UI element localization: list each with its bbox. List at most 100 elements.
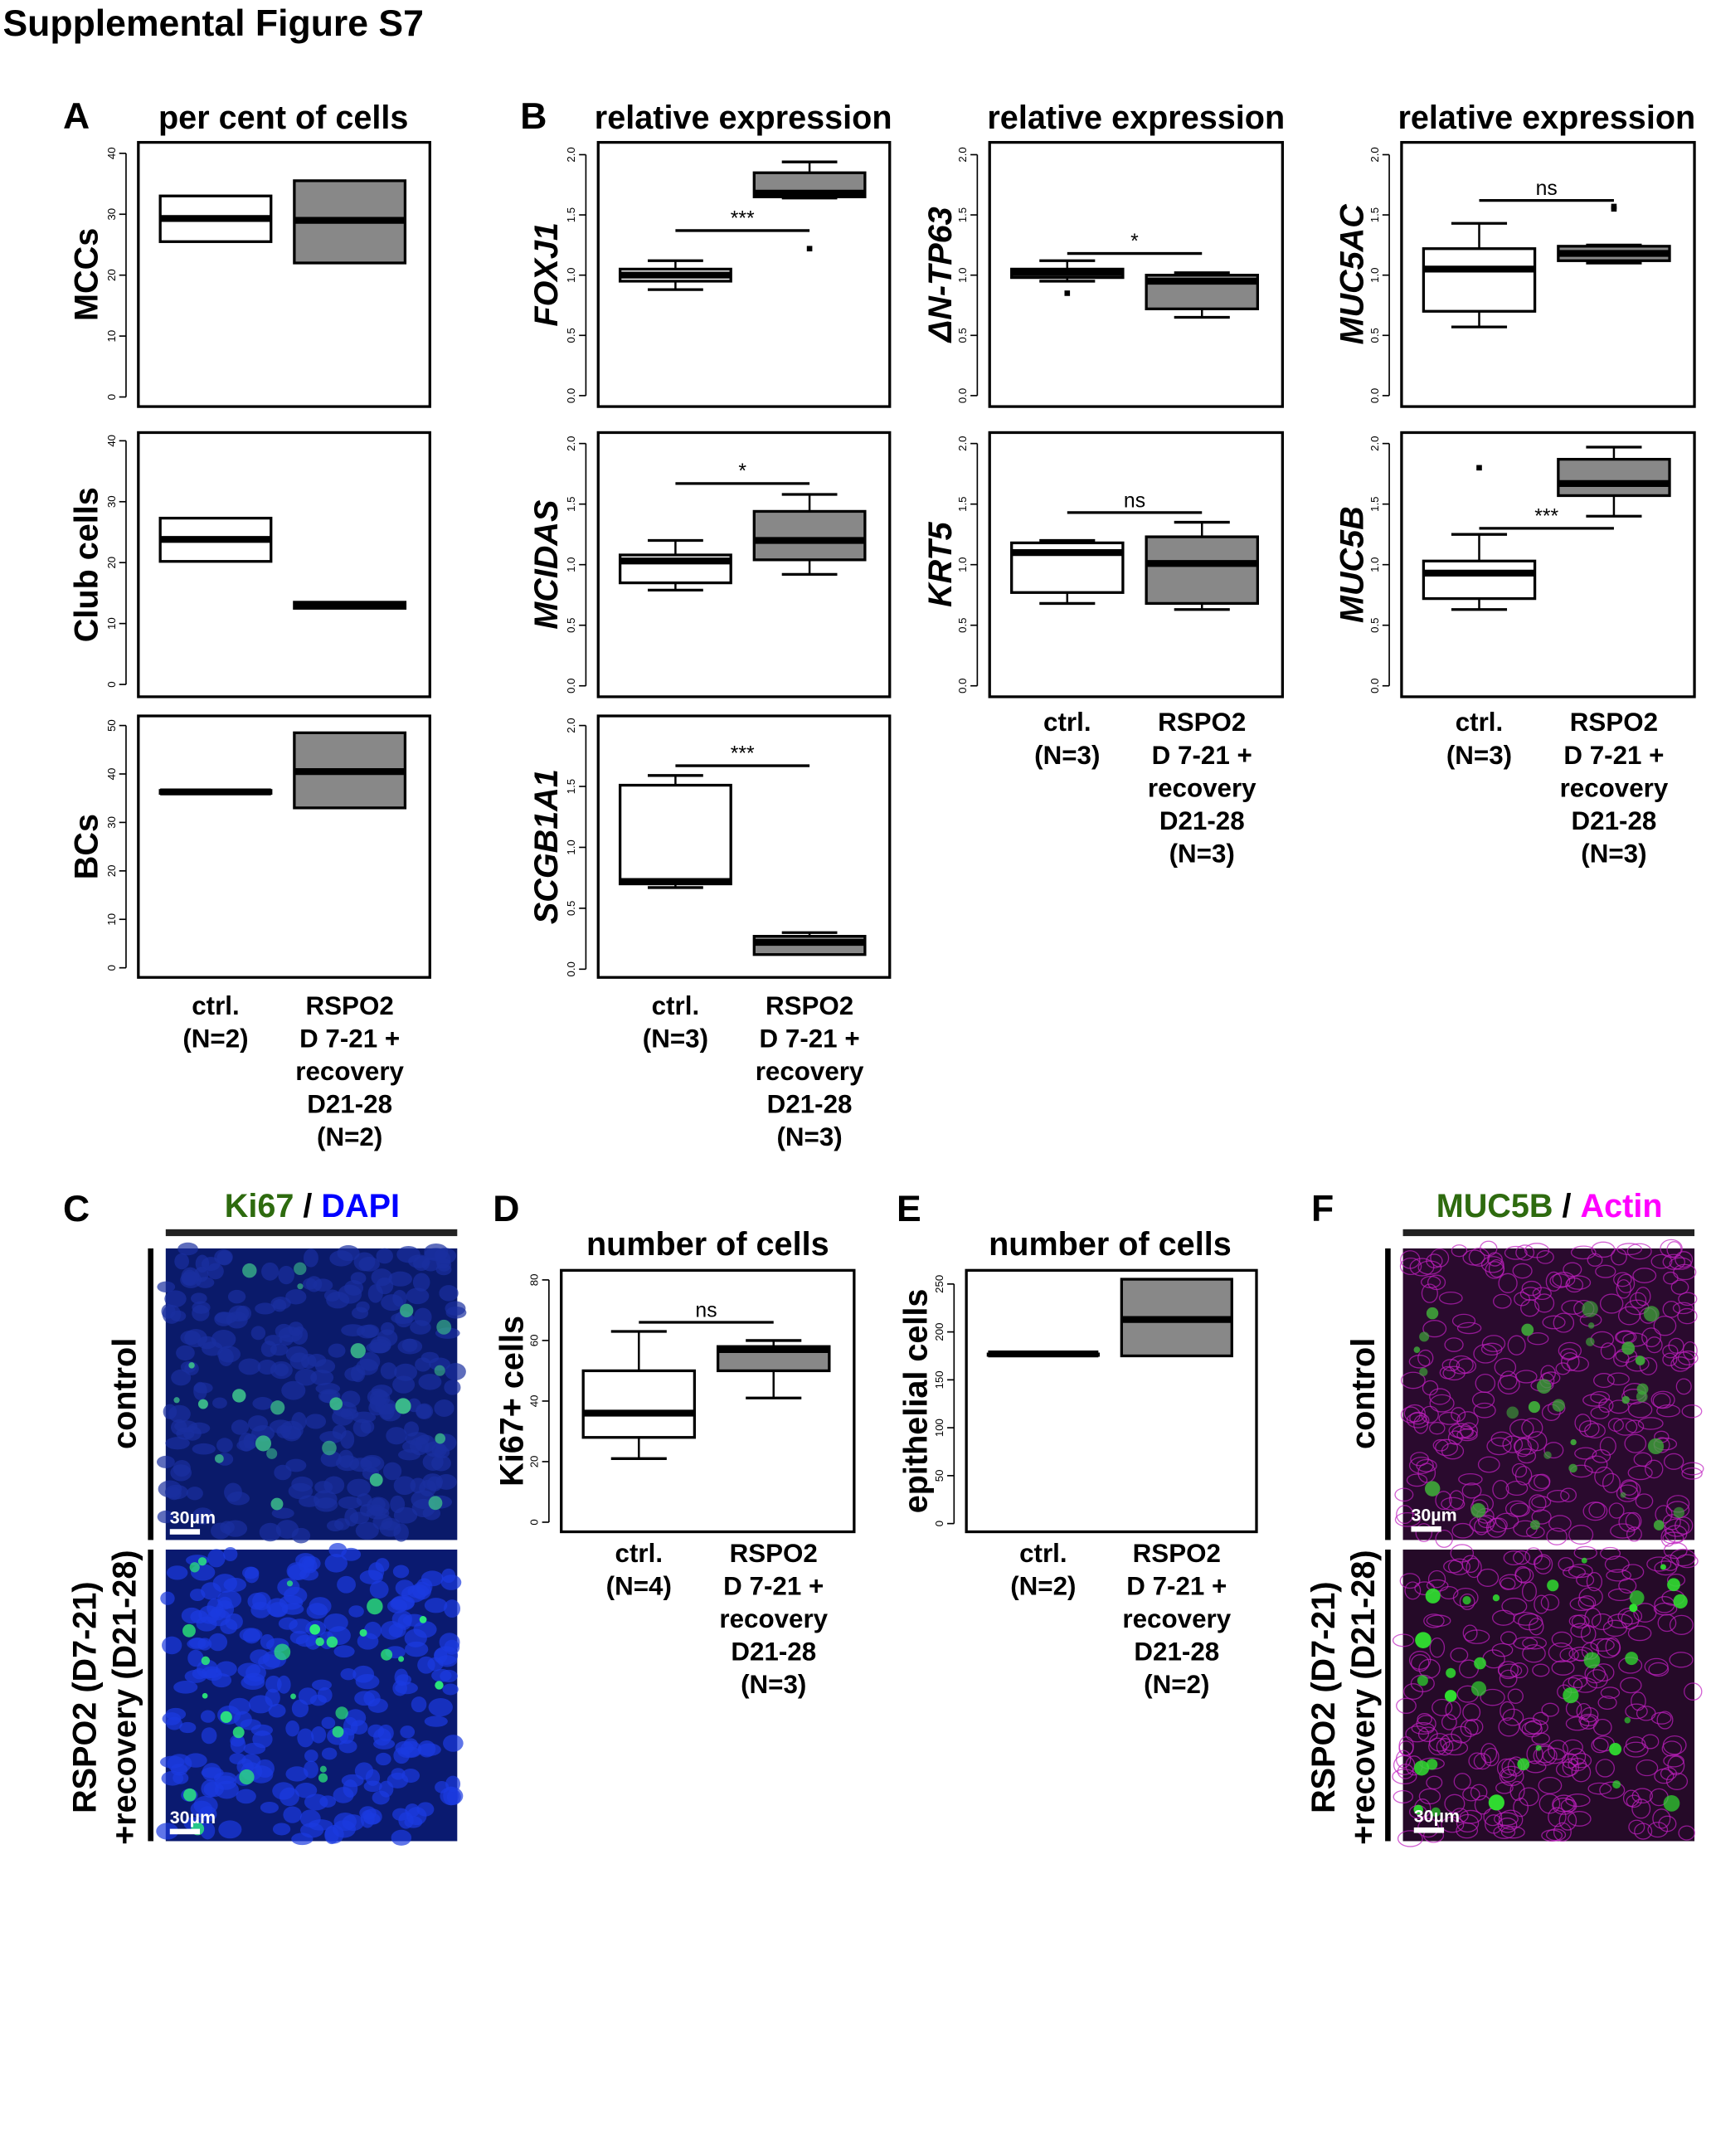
cell (1432, 1438, 1449, 1452)
cell (252, 1397, 274, 1410)
y-tick-label: 30 (105, 816, 118, 829)
cell (393, 1476, 416, 1496)
x-tick-label: D 7-21 + (1152, 741, 1252, 770)
cell (363, 1780, 382, 1793)
cell (177, 1242, 198, 1256)
cell (1597, 1696, 1617, 1711)
cell (1572, 1677, 1597, 1693)
cell (1586, 1572, 1603, 1592)
row-bar-rspo2 (1385, 1549, 1391, 1842)
cell (1458, 1472, 1483, 1486)
cell (272, 1823, 291, 1836)
cell (157, 1281, 176, 1292)
cell (289, 1618, 312, 1634)
cell (357, 1633, 379, 1650)
cell (1608, 1399, 1630, 1414)
figure-title: Supplemental Figure S7 (2, 3, 423, 44)
y-tick-label: 2.0 (1368, 147, 1381, 162)
cell (1432, 1698, 1453, 1716)
cell (424, 1598, 448, 1613)
cell (1456, 1321, 1482, 1335)
cell (162, 1636, 182, 1655)
cell (1578, 1586, 1603, 1607)
cell (1517, 1448, 1537, 1464)
column-title-b1: relative expression (595, 100, 892, 136)
stained-cell (1536, 1379, 1552, 1394)
x-tick-label: ctrl. (1456, 708, 1503, 737)
cell (1613, 1351, 1630, 1367)
cell (1662, 1253, 1686, 1270)
cell (1503, 1550, 1524, 1566)
cell (1560, 1352, 1580, 1371)
cell (1625, 1511, 1642, 1531)
stained-cell (1629, 1604, 1638, 1613)
cell (1515, 1244, 1535, 1261)
cell (1400, 1371, 1426, 1389)
cell (1509, 1419, 1534, 1438)
cell (400, 1725, 416, 1739)
cell (255, 1302, 276, 1315)
y-tick-label: 10 (105, 330, 118, 343)
cell (176, 1345, 195, 1361)
cell (367, 1698, 388, 1713)
cell (268, 1703, 286, 1718)
y-tick-label: 0 (528, 1519, 541, 1525)
x-tick-label: RSPO2 (306, 991, 394, 1020)
cell (1485, 1814, 1504, 1834)
cell (1394, 1511, 1421, 1527)
cell (164, 1484, 188, 1500)
cell (356, 1301, 370, 1313)
cell (192, 1443, 216, 1455)
cell (279, 1334, 294, 1346)
cell (184, 1753, 207, 1768)
cell (397, 1338, 423, 1355)
significance-label: ns (1124, 489, 1145, 512)
box-rspo2 (752, 493, 867, 577)
cell (275, 1520, 299, 1539)
column-titles: per cent of cells relative expression re… (158, 100, 1695, 1263)
x-tick-label: D21-28 (1572, 806, 1657, 835)
boxplot-b3: 0.0 0.5 1.0 1.5 2.0 SCGB1A1 ctrl. (N=3) RSPO2 D 7… (528, 714, 892, 1151)
cell (1665, 1772, 1689, 1790)
cell (1567, 1355, 1589, 1372)
cell (1607, 1613, 1633, 1628)
cell (1618, 1511, 1641, 1532)
cell (203, 1781, 224, 1798)
cell (303, 1248, 318, 1268)
y-axis-label: Club cells (68, 487, 105, 642)
cell (1555, 1761, 1577, 1778)
stained-cell (1474, 1657, 1486, 1670)
cell (1471, 1391, 1495, 1409)
cell (1620, 1479, 1638, 1496)
cell (1498, 1663, 1523, 1678)
cell (1421, 1283, 1438, 1303)
cell (1459, 1809, 1483, 1824)
cell (1613, 1272, 1632, 1287)
x-tick-label: recovery (1122, 1604, 1231, 1633)
cell (1429, 1637, 1446, 1658)
cell (1461, 1555, 1480, 1574)
y-tick-label: 0 (105, 681, 118, 687)
x-tick-label: recovery (1560, 773, 1669, 802)
cell (202, 1666, 221, 1679)
box-rspo2 (293, 179, 407, 265)
stained-cell (1663, 1794, 1680, 1812)
cell (1526, 1744, 1543, 1764)
cell (1622, 1789, 1640, 1808)
cell (1513, 1612, 1539, 1626)
cell (1435, 1529, 1454, 1548)
cell (1663, 1271, 1679, 1285)
stained-cell (1446, 1667, 1456, 1678)
cell (1397, 1830, 1423, 1847)
y-tick-label: 0.0 (565, 679, 577, 694)
cell (1587, 1782, 1612, 1795)
cell (1548, 1515, 1572, 1532)
stained-cell (1583, 1652, 1601, 1669)
cell (1625, 1419, 1645, 1433)
cell (417, 1740, 436, 1758)
cell (1531, 1496, 1552, 1509)
cell (1658, 1815, 1677, 1832)
cell (411, 1696, 427, 1713)
y-tick-label: 50 (105, 719, 118, 732)
y-tick-label: 1.5 (1368, 207, 1381, 222)
